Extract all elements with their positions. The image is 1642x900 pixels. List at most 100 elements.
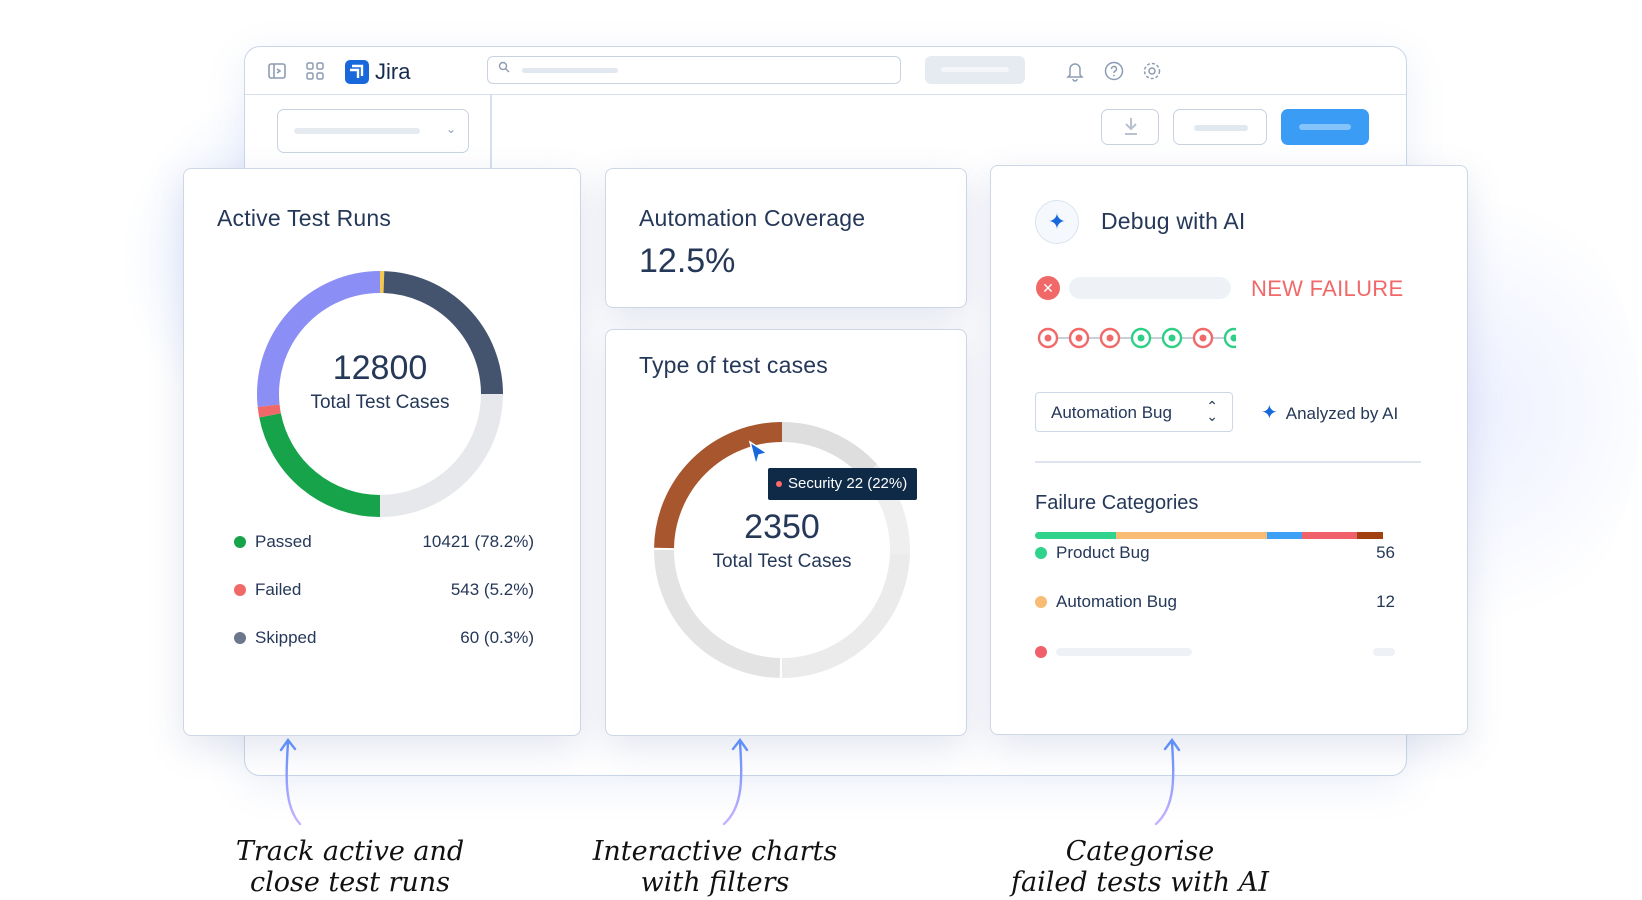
test-types-card: Type of test cases 2350 Total Test Cases… — [605, 329, 967, 736]
active-test-runs-total-label: Total Test Cases — [310, 392, 450, 413]
search-icon — [498, 61, 510, 76]
analyzed-text: Analyzed by AI — [1285, 404, 1399, 423]
legend-passed[interactable]: Passed 10421 (78.2%) — [234, 531, 534, 553]
legend-failed[interactable]: Failed 543 (5.2%) — [234, 579, 534, 601]
chevron-down-icon: ⌄ — [445, 122, 456, 136]
app-name[interactable]: Jira — [375, 59, 411, 84]
segment-passed[interactable] — [259, 413, 381, 517]
segment-light-d[interactable] — [781, 553, 910, 678]
category-placeholder[interactable] — [1035, 641, 1395, 663]
help-icon[interactable] — [1103, 60, 1125, 86]
placeholder-dot — [1035, 646, 1047, 658]
legend-value: 60 (0.3%) — [460, 628, 534, 647]
project-select[interactable]: ⌄ — [277, 109, 469, 153]
apps-grid-icon[interactable] — [305, 61, 325, 85]
passed-dot — [234, 536, 246, 548]
annotation-caption-1: Track active and close test runs — [190, 836, 510, 898]
active-test-runs-center: 12800 Total Test Cases — [260, 349, 500, 414]
brown-segment — [1356, 532, 1383, 539]
bell-icon[interactable] — [1065, 60, 1085, 86]
segment-failed[interactable] — [257, 404, 281, 418]
legend-skipped[interactable]: Skipped 60 (0.3%) — [234, 627, 534, 649]
legend-label: Failed — [255, 580, 302, 599]
active-test-runs-card: Active Test Runs 12800 Total Test Cases … — [183, 168, 581, 736]
caption-line: Interactive charts — [592, 836, 838, 867]
timeline-run-dot — [1230, 334, 1236, 342]
product-bug-dot — [1035, 547, 1047, 559]
automation-coverage-card: Automation Coverage 12.5% — [605, 168, 967, 308]
active-test-runs-donut[interactable] — [248, 262, 512, 526]
timeline-run-dot — [1106, 334, 1114, 342]
primary-button-bar — [1299, 124, 1351, 130]
failure-category-select[interactable]: Automation Bug ⌃ ⌄ — [1035, 392, 1233, 432]
category-placeholder-bar — [1056, 648, 1192, 656]
timeline-run-dot — [1199, 334, 1207, 342]
caption-line: failed tests with AI — [1011, 867, 1269, 898]
sidebar-divider — [490, 95, 492, 175]
jira-logo-icon[interactable] — [345, 60, 369, 84]
debug-with-ai-title: Debug with AI — [1101, 208, 1246, 234]
segment-security[interactable] — [654, 422, 783, 551]
automation-coverage-value: 12.5% — [639, 242, 736, 280]
test-types-title: Type of test cases — [639, 352, 828, 378]
secondary-button[interactable] — [1173, 109, 1267, 145]
status-badge: NEW FAILURE — [1251, 276, 1404, 301]
category-automation-bug[interactable]: Automation Bug 12 — [1035, 591, 1395, 613]
annotation-caption-2: Interactive charts with filters — [550, 836, 880, 898]
test-types-center: 2350 Total Test Cases — [662, 508, 902, 573]
primary-button[interactable] — [1281, 109, 1369, 145]
search-placeholder-bar — [522, 68, 618, 73]
divider — [1035, 461, 1421, 463]
automation-bug-dot — [1035, 596, 1047, 608]
analyzed-by-ai-label: ✦ Analyzed by AI — [1261, 400, 1398, 425]
download-icon — [1122, 116, 1140, 143]
settings-icon[interactable] — [1141, 60, 1163, 86]
failed-dot — [234, 584, 246, 596]
annotation-arrow-1 — [279, 737, 302, 826]
timeline-run-dot — [1168, 334, 1176, 342]
sidebar-toggle-icon[interactable] — [267, 61, 287, 85]
failure-category-value: Automation Bug — [1051, 403, 1172, 422]
segment-purple[interactable] — [257, 271, 381, 407]
mouse-cursor-icon — [748, 440, 769, 468]
active-test-runs-total: 12800 — [332, 349, 428, 387]
failure-name-placeholder — [1069, 277, 1231, 299]
debug-with-ai-card: ✦ Debug with AI ✕ NEW FAILURE Automation… — [990, 165, 1468, 735]
failure-close-icon: ✕ — [1036, 276, 1060, 300]
red-segment — [1301, 532, 1357, 539]
caption-line: with filters — [640, 867, 790, 898]
download-button[interactable] — [1101, 109, 1159, 145]
timeline-run-dot — [1137, 334, 1145, 342]
project-select-bar — [294, 128, 420, 134]
blue-segment — [1266, 532, 1302, 539]
segment-light-b[interactable] — [781, 422, 878, 478]
automation-coverage-title: Automation Coverage — [639, 205, 866, 231]
failure-categories-title: Failure Categories — [1035, 492, 1199, 514]
test-types-total: 2350 — [744, 508, 820, 546]
chevron-up-down-icon: ⌃ ⌄ — [1206, 398, 1218, 424]
legend-value: 543 (5.2%) — [450, 580, 534, 599]
caption-line: Categorise — [1065, 836, 1215, 867]
product-bug-segment — [1035, 532, 1116, 539]
annotation-arrow-3 — [1154, 737, 1181, 826]
sparkle-icon: ✦ — [1261, 402, 1278, 424]
skipped-dot — [234, 632, 246, 644]
annotation-caption-3: Categorise failed tests with AI — [960, 836, 1320, 898]
category-label: Automation Bug — [1056, 592, 1177, 611]
caption-line: Track active and — [235, 836, 465, 867]
segment-light-a[interactable] — [654, 549, 783, 678]
segment-remaining[interactable] — [379, 393, 503, 517]
caption-line: close test runs — [249, 867, 451, 898]
legend-label: Passed — [255, 532, 312, 551]
annotation-arrow-2 — [722, 737, 749, 826]
category-product-bug[interactable]: Product Bug 56 — [1035, 542, 1395, 564]
tooltip-text: Security 22 (22%) — [788, 475, 908, 492]
create-button[interactable] — [925, 56, 1025, 84]
category-count: 12 — [1376, 592, 1395, 611]
search-input[interactable] — [487, 56, 901, 84]
secondary-button-bar — [1194, 125, 1248, 131]
segment-dark[interactable] — [383, 271, 503, 395]
run-history-timeline[interactable] — [1036, 326, 1236, 350]
failure-categories-bar[interactable] — [1035, 532, 1403, 539]
category-placeholder-value — [1373, 648, 1395, 656]
